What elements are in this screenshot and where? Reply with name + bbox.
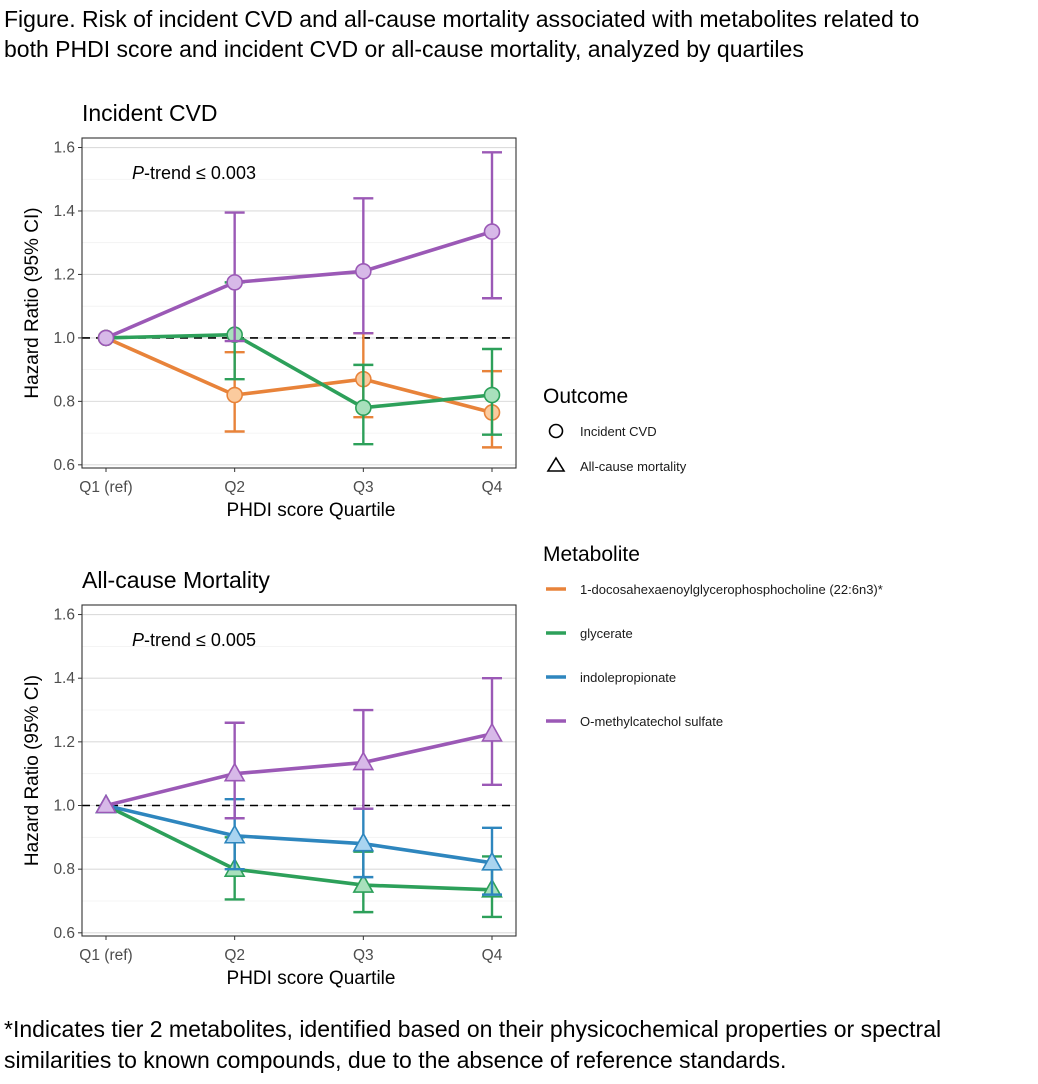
plot-area [82,605,516,936]
data-point [352,750,375,771]
y-tick-label: 1.6 [53,607,75,624]
legend-outcome-title: Outcome [543,385,628,408]
footnote-line-2: similarities to known compounds, due to … [4,1047,787,1073]
data-point [481,722,503,742]
chart-all-cause-mortality: All-cause Mortality 0.6 0.8 1.0 1.2 1.4 1.6 Q1 … [22,567,517,989]
legend-outcome-label-mortality: All-cause mortality [580,459,687,474]
p-trend-annotation: P-trend ≤ 0.003 [132,163,256,183]
p-trend-text: -trend ≤ 0.005 [144,630,256,650]
legend-triangle-marker [546,456,566,472]
series-o-methylcatechol-sulfate [97,151,502,347]
y-tick-label: 1.4 [53,670,75,687]
y-tick-label: 0.8 [53,393,75,410]
y-tick-label: 1.0 [53,798,75,815]
x-tick-label: Q1 (ref) [79,479,132,496]
y-tick-label: 1.4 [53,203,75,220]
x-tick-label: Q4 [482,947,503,964]
x-tick-label: Q3 [353,479,374,496]
data-point [95,793,117,814]
x-tick-label: Q2 [224,947,245,964]
legend-outcome-label-incident-cvd: Incident CVD [580,424,657,439]
figure-title-line-1: Figure. Risk of incident CVD and all-cau… [4,6,920,32]
data-point [352,832,375,852]
y-axis-label: Hazard Ratio (95% CI) [22,207,43,398]
panel-title: All-cause Mortality [82,567,270,593]
series-line [105,332,493,410]
legend-label-o-methylcatechol-sulfate: O-methylcatechol sulfate [580,714,723,729]
y-tick-label: 0.6 [53,457,75,474]
y-axis-label: Hazard Ratio (95% CI) [22,675,43,866]
x-tick-label: Q1 (ref) [79,947,132,964]
series-line [105,229,493,340]
panel-title: Incident CVD [82,100,218,126]
p-trend-italic: P [132,163,144,183]
figure-title-line-2: both PHDI score and incident CVD or all-… [4,36,804,62]
legend-label-1-docosahexaenoylglycerophosphocholine-22-6n3: 1-docosahexaenoylglycerophosphocholine (… [580,582,883,597]
y-tick-label: 1.2 [53,266,75,283]
legend-metabolite-items: 1-docosahexaenoylglycerophosphocholine (… [546,582,883,729]
data-point [483,386,501,404]
x-axis-label: PHDI score Quartile [227,500,396,521]
x-tick-label: Q3 [353,947,374,964]
data-point [355,262,372,280]
y-tick-label: 0.6 [53,925,75,942]
x-tick-label: Q2 [224,479,245,496]
data-point [97,329,115,347]
y-tick-label: 1.2 [53,734,75,751]
series-line [105,336,493,415]
data-point [226,274,243,291]
plot-area [82,138,516,468]
data-point [226,386,243,404]
x-axis-label: PHDI score Quartile [227,968,396,989]
data-point [352,873,375,893]
chart-incident-cvd: Incident CVD 0.6 0.8 1.0 1.2 1.4 1.6 Q1 (ref) Q2… [22,100,517,521]
footnote-line-1: *Indicates tier 2 metabolites, identifie… [4,1016,942,1042]
footnote: *Indicates tier 2 metabolites, identifie… [4,1014,1034,1076]
legend-metabolite-title: Metabolite [543,543,640,566]
series-line [105,803,493,892]
data-point [355,399,372,417]
data-point [223,762,246,782]
p-trend-text: -trend ≤ 0.003 [144,163,256,183]
plot-border [81,137,517,469]
legend-label-indolepropionate: indolepropionate [580,670,676,685]
legend-label-glycerate: glycerate [580,626,633,641]
p-trend-annotation: P-trend ≤ 0.005 [132,630,256,650]
legend: Outcome Incident CVD All-cause mortality… [543,385,883,729]
data-point [223,824,246,844]
figure-title: Figure. Risk of incident CVD and all-cau… [4,4,1034,64]
y-tick-label: 1.0 [53,330,75,347]
data-point [483,223,501,240]
y-tick-label: 0.8 [53,861,75,878]
plot-border [81,604,517,937]
series-o-methylcatechol-sulfate [95,677,503,820]
p-trend-italic: P [132,630,144,650]
x-tick-label: Q4 [482,479,503,496]
legend-circle-marker [548,423,564,439]
series-line [105,803,493,865]
y-tick-label: 1.6 [53,140,75,157]
data-point [481,851,503,871]
series-line [105,732,493,808]
